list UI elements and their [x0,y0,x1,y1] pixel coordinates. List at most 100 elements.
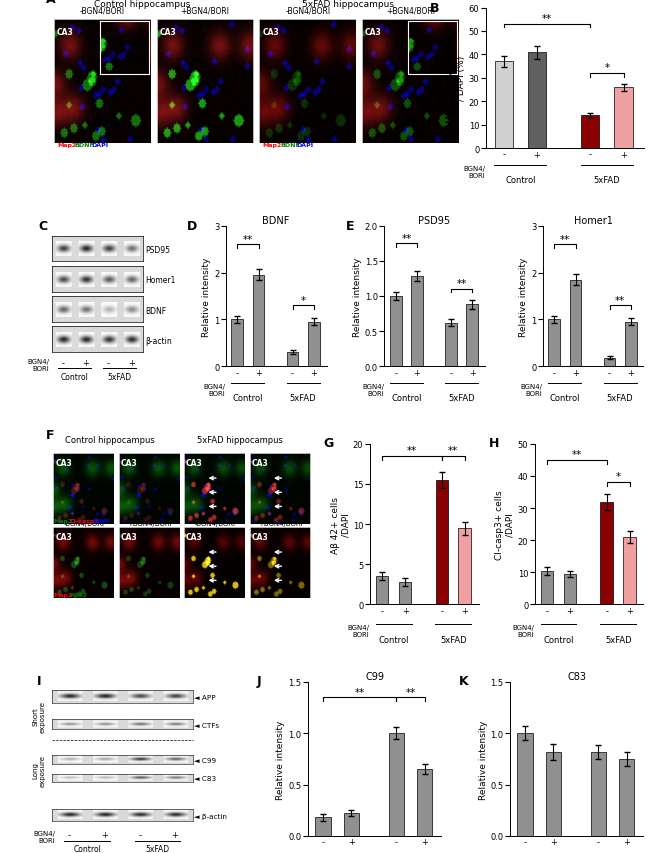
Text: -: - [62,358,65,368]
Text: 5xFAD: 5xFAD [607,393,634,403]
Text: CA3: CA3 [160,28,176,38]
Bar [445,323,457,367]
Text: ◄ C83: ◄ C83 [194,775,216,781]
Bar [564,574,577,605]
Text: **: ** [401,233,411,243]
Y-axis label: Aβ 42+ cells
/DAPI: Aβ 42+ cells /DAPI [331,496,350,553]
Text: CA3: CA3 [120,532,137,542]
Text: CA3: CA3 [252,532,268,542]
Text: BGN4/
BORI: BGN4/ BORI [348,624,370,637]
Bar [411,277,423,367]
Bar [287,353,298,367]
Text: **: ** [456,279,467,289]
Text: -: - [107,358,110,368]
Text: **: ** [243,235,253,245]
Y-axis label: Map2+BDNF+ cells
/ DAPI (%): Map2+BDNF+ cells / DAPI (%) [447,35,466,123]
Text: **: ** [615,295,625,305]
Bar [614,88,632,149]
Text: +: + [101,830,108,838]
Text: CA3: CA3 [365,28,382,38]
Bar [231,320,243,367]
Text: DAPI: DAPI [92,519,109,524]
Text: CA3: CA3 [57,28,73,38]
Bar [619,759,634,836]
Bar [541,571,553,605]
Text: **: ** [355,687,365,697]
Bar [591,751,606,836]
Text: *: * [604,63,610,73]
Text: Control: Control [550,393,580,403]
Title: C99: C99 [365,671,384,682]
Text: 5xFAD: 5xFAD [440,635,467,644]
Text: Control: Control [73,844,101,853]
Text: +: + [83,358,90,368]
Text: BGN4/
BORI: BGN4/ BORI [203,384,226,397]
Text: -BGN4/BORI: -BGN4/BORI [194,520,235,526]
Text: **: ** [448,445,458,456]
Bar [545,751,561,836]
Text: ◄ C99: ◄ C99 [194,757,216,763]
Text: E: E [346,219,354,232]
Title: BDNF: BDNF [263,216,290,225]
Text: BGN4/
BORI: BGN4/ BORI [27,358,49,371]
Text: Cl-casp3: Cl-casp3 [70,519,100,524]
Text: 5xFAD: 5xFAD [290,393,317,403]
Text: C: C [38,219,47,232]
Text: BDNF: BDNF [280,143,300,148]
Text: **: ** [572,450,582,460]
Bar [569,280,581,367]
Bar [458,529,471,605]
Text: +BGN4/BORI: +BGN4/BORI [386,7,435,15]
Bar [436,480,448,605]
Text: 5xFAD hippocampus: 5xFAD hippocampus [302,0,394,9]
Title: PSD95: PSD95 [419,216,450,225]
Text: DAPI: DAPI [91,143,108,148]
Text: **: ** [542,15,552,24]
Text: +BGN4/BORI: +BGN4/BORI [127,520,172,526]
Text: G: G [324,436,334,450]
Text: **: ** [560,235,570,245]
Text: -: - [138,830,141,838]
Bar [549,320,560,367]
Text: **: ** [407,445,417,456]
Bar [376,577,389,605]
Bar [417,769,432,836]
Text: A: A [46,0,55,6]
Text: D: D [187,219,198,232]
Text: +BGN4/BORI: +BGN4/BORI [258,520,302,526]
Text: CA3: CA3 [120,459,137,467]
Text: Aβ42: Aβ42 [70,593,88,598]
Y-axis label: Relative intensity: Relative intensity [202,257,211,336]
Text: ◄ APP: ◄ APP [194,694,216,700]
Text: Map2: Map2 [53,593,73,598]
Text: J: J [257,675,261,688]
Bar [253,276,265,367]
Text: H: H [489,436,499,450]
Text: Control: Control [543,635,574,644]
Bar [390,297,402,367]
Y-axis label: Cl-casp3+ cells
/DAPI: Cl-casp3+ cells /DAPI [495,490,515,560]
Text: CA3: CA3 [55,532,72,542]
Text: Control: Control [233,393,263,403]
Bar [467,305,478,367]
Y-axis label: Relative intensity: Relative intensity [353,257,362,336]
Y-axis label: Relative intensity: Relative intensity [478,719,488,798]
Text: *: * [300,295,306,305]
Text: Control: Control [60,373,88,382]
Text: B: B [430,2,439,15]
Bar [528,53,546,149]
Text: -: - [68,830,71,838]
Bar [601,502,613,605]
Text: Control: Control [505,176,536,184]
Text: 5xFAD: 5xFAD [593,176,620,184]
Text: BDNF: BDNF [75,143,94,148]
Text: CA3: CA3 [55,459,72,467]
Title: Homer1: Homer1 [573,216,612,225]
Text: BGN4/
BORI: BGN4/ BORI [521,384,543,397]
Text: BGN4/
BORI: BGN4/ BORI [33,830,55,843]
Text: Map2: Map2 [263,143,281,148]
Text: ◄ β-actin: ◄ β-actin [194,813,228,819]
Text: BGN4/
BORI: BGN4/ BORI [512,624,534,637]
Text: -BGN4/BORI: -BGN4/BORI [80,7,125,15]
Text: *: * [616,472,621,482]
